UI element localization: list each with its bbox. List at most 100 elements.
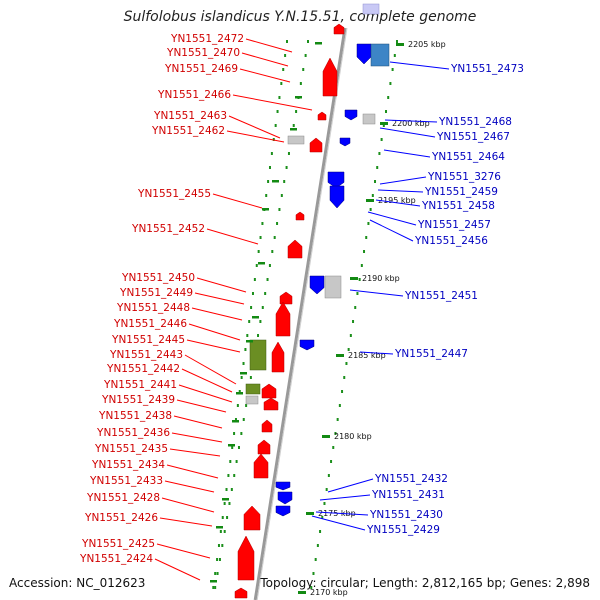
gene-label-reverse[interactable]: YN1551_2430 [369, 509, 443, 521]
gene-label-reverse[interactable]: YN1551_3276 [427, 171, 501, 183]
gene-label-reverse[interactable]: YN1551_2473 [450, 63, 524, 75]
gene-label-forward[interactable]: YN1551_2452 [131, 223, 205, 235]
pseudogene-block[interactable] [362, 113, 376, 125]
gene-label-reverse[interactable]: YN1551_2431 [371, 489, 445, 501]
forward-gene-arrow[interactable] [261, 419, 273, 433]
gene-label-forward[interactable]: YN1551_2449 [119, 287, 193, 299]
gene-label-forward[interactable]: YN1551_2441 [103, 379, 177, 391]
rna-gene-block[interactable] [249, 339, 267, 371]
forward-gene-arrow[interactable] [275, 301, 291, 337]
gene-label-forward[interactable]: YN1551_2426 [84, 512, 158, 524]
reverse-gene-arrow[interactable] [275, 481, 291, 491]
gene-label-forward[interactable]: YN1551_2442 [106, 363, 180, 375]
reverse-gene-arrow[interactable] [344, 109, 358, 121]
guide-dot [240, 432, 243, 435]
guide-dot [274, 124, 277, 127]
guide-dot [385, 110, 388, 113]
pseudogene-block[interactable] [287, 135, 305, 145]
gene-label-forward[interactable]: YN1551_2448 [116, 302, 190, 314]
forward-gene-arrow[interactable] [237, 535, 255, 581]
gene-label-forward[interactable]: YN1551_2462 [151, 125, 225, 137]
forward-gene-arrow[interactable] [261, 383, 277, 399]
gene-label-forward[interactable]: YN1551_2469 [164, 63, 238, 75]
gene-label-reverse[interactable]: YN1551_2459 [424, 186, 498, 198]
reverse-gene-arrow[interactable] [356, 43, 372, 65]
reverse-gene-arrow[interactable] [299, 339, 315, 351]
guide-dot [249, 376, 252, 379]
guide-dot [280, 194, 283, 197]
gene-label-reverse[interactable]: YN1551_2432 [374, 473, 448, 485]
leader-line [245, 38, 293, 53]
gene-label-reverse[interactable]: YN1551_2458 [421, 200, 495, 212]
gene-label-forward[interactable]: YN1551_2450 [121, 272, 195, 284]
gene-label-forward[interactable]: YN1551_2455 [137, 188, 211, 200]
forward-gene-arrow[interactable] [333, 23, 345, 35]
gene-label-reverse[interactable]: YN1551_2457 [417, 219, 491, 231]
gene-label-reverse[interactable]: YN1551_2429 [366, 524, 440, 536]
forward-gene-arrow[interactable] [322, 57, 338, 97]
guide-dot [302, 68, 305, 71]
forward-gene-arrow[interactable] [317, 111, 327, 121]
forward-gene-arrow[interactable] [295, 211, 305, 221]
reverse-gene-arrow[interactable] [277, 491, 293, 505]
rna-gene-block[interactable] [245, 383, 261, 395]
scale-tick-label: 2195 kbp [378, 196, 416, 205]
gene-label-forward[interactable]: YN1551_2428 [86, 492, 160, 504]
leader-line [349, 289, 404, 297]
reverse-gene-arrow[interactable] [309, 275, 325, 295]
reverse-gene-arrow[interactable] [327, 171, 345, 189]
gene-label-forward[interactable]: YN1551_2472 [170, 33, 244, 45]
forward-gene-arrow[interactable] [243, 505, 261, 531]
gene-label-reverse[interactable]: YN1551_2464 [431, 151, 505, 163]
gene-label-reverse[interactable]: YN1551_2467 [436, 131, 510, 143]
gene-label-forward[interactable]: YN1551_2436 [96, 427, 170, 439]
gene-label-reverse[interactable]: YN1551_2468 [438, 116, 512, 128]
gene-block[interactable] [362, 3, 380, 15]
gene-label-forward[interactable]: YN1551_2470 [166, 47, 240, 59]
forward-gene-arrow[interactable] [263, 397, 279, 411]
leader-line [379, 176, 427, 185]
gene-label-forward[interactable]: YN1551_2438 [98, 410, 172, 422]
minor-tick-mark [228, 444, 235, 447]
forward-gene-arrow[interactable] [279, 291, 293, 305]
gene-label-forward[interactable]: YN1551_2466 [157, 89, 231, 101]
gene-label-forward[interactable]: YN1551_2435 [94, 443, 168, 455]
gene-label-forward[interactable]: YN1551_2424 [79, 553, 153, 565]
forward-gene-arrow[interactable] [257, 439, 271, 455]
gene-label-forward[interactable]: YN1551_2433 [89, 475, 163, 487]
gene-label-forward[interactable]: YN1551_2446 [113, 318, 187, 330]
reverse-gene-arrow[interactable] [329, 185, 345, 209]
guide-dot [323, 502, 326, 505]
guide-dot [307, 40, 309, 43]
forward-gene-arrow[interactable] [287, 239, 303, 259]
guide-dot [343, 376, 346, 379]
minor-tick-mark [236, 392, 243, 395]
gene-block[interactable] [370, 43, 390, 67]
minor-tick-mark [315, 42, 322, 45]
gene-label-forward[interactable]: YN1551_2443 [109, 349, 183, 361]
guide-dot [352, 320, 355, 323]
leader-line [161, 497, 215, 513]
forward-gene-arrow[interactable] [234, 587, 248, 599]
guide-dot [316, 544, 319, 547]
pseudogene-block[interactable] [245, 395, 259, 405]
forward-gene-arrow[interactable] [271, 341, 285, 373]
gene-label-forward[interactable]: YN1551_2434 [91, 459, 165, 471]
gene-label-forward[interactable]: YN1551_2445 [111, 334, 185, 346]
forward-gene-arrow[interactable] [253, 453, 269, 479]
gene-label-forward[interactable]: YN1551_2439 [101, 394, 175, 406]
gene-label-forward[interactable]: YN1551_2463 [153, 110, 227, 122]
guide-dot [218, 558, 221, 561]
gene-label-reverse[interactable]: YN1551_2447 [394, 348, 468, 360]
reverse-gene-arrow[interactable] [275, 505, 291, 517]
leader-line [181, 368, 233, 393]
guide-dot [236, 404, 239, 407]
gene-label-reverse[interactable]: YN1551_2456 [414, 235, 488, 247]
guide-dot [234, 418, 237, 421]
reverse-gene-arrow[interactable] [339, 137, 351, 147]
forward-gene-arrow[interactable] [309, 137, 323, 153]
gene-label-forward[interactable]: YN1551_2425 [81, 538, 155, 550]
gene-label-reverse[interactable]: YN1551_2451 [404, 290, 478, 302]
pseudogene-block[interactable] [324, 275, 342, 299]
